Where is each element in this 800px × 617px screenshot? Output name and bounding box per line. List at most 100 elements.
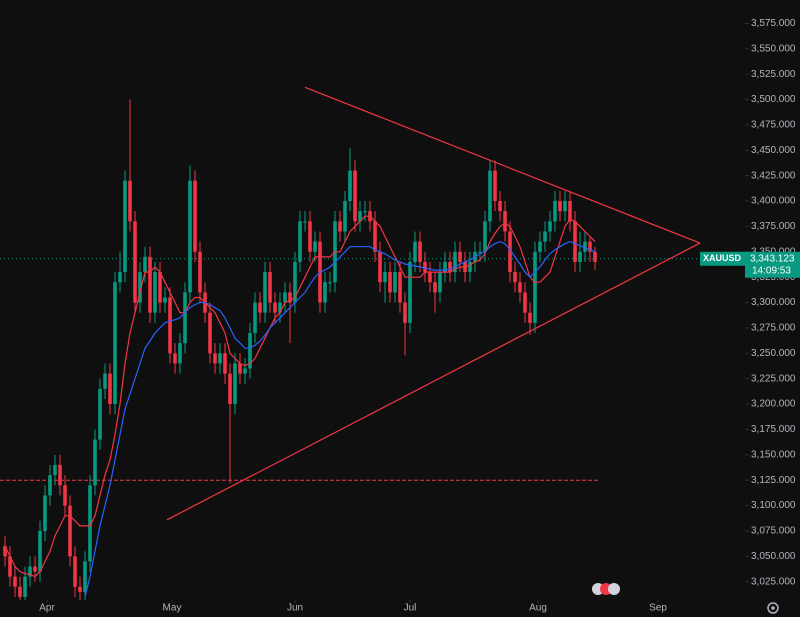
y-tick-label: 3,300.000 <box>751 297 796 308</box>
candle-body <box>103 373 107 389</box>
trendline <box>304 86 701 244</box>
x-tick-label: May <box>163 603 182 614</box>
symbol-tag <box>700 251 745 266</box>
y-tick-label: 3,175.000 <box>751 424 796 435</box>
y-tick-label: 3,525.000 <box>751 69 796 80</box>
candle-body <box>533 251 537 323</box>
candle-body <box>223 353 227 374</box>
candle-body <box>308 221 312 252</box>
symbol-label: XAUUSD <box>703 253 742 263</box>
candle-body <box>198 251 202 293</box>
event-icons[interactable] <box>592 583 620 595</box>
candle-body <box>163 297 167 303</box>
candle-body <box>578 251 582 262</box>
candle-body <box>298 221 302 262</box>
candle-body <box>133 221 137 303</box>
candle-body <box>543 231 547 242</box>
candle-body <box>303 221 307 223</box>
candle-body <box>468 261 472 273</box>
candle-body <box>508 231 512 273</box>
candle-body <box>53 464 57 476</box>
candle-body <box>228 373 232 405</box>
candle-body <box>38 530 42 572</box>
candle-body <box>238 363 242 374</box>
candle-body <box>428 272 432 283</box>
y-tick-label: 3,400.000 <box>751 196 796 207</box>
candle-body <box>328 282 332 284</box>
candle-body <box>243 368 247 374</box>
candle-body <box>183 292 187 344</box>
candle-body <box>58 464 62 486</box>
settings-icon[interactable] <box>767 602 779 614</box>
candle-body <box>398 272 402 303</box>
candle-body <box>168 297 172 354</box>
candle-body <box>563 201 567 212</box>
candle-body <box>523 292 527 313</box>
price-tag <box>745 251 800 278</box>
candle-body <box>108 373 112 405</box>
y-tick-label: 3,225.000 <box>751 373 796 384</box>
candle-body <box>588 241 592 252</box>
candle-body <box>118 272 122 283</box>
y-tick-label: 3,475.000 <box>751 120 796 131</box>
candle-body <box>583 241 587 252</box>
candle-body <box>408 261 412 323</box>
candle-body <box>68 505 72 557</box>
candle-body <box>153 272 157 313</box>
candle-body <box>478 251 482 253</box>
candle-body <box>528 312 532 323</box>
candle-body <box>593 251 597 262</box>
candle-body <box>33 566 37 572</box>
candle-body <box>63 485 67 506</box>
candle-body <box>323 282 327 303</box>
y-tick-label: 3,200.000 <box>751 399 796 410</box>
candle-body <box>28 566 32 577</box>
countdown: 14:09:53 <box>752 265 791 276</box>
candle-body <box>493 170 497 202</box>
candle-body <box>458 251 462 262</box>
y-tick-label: 3,100.000 <box>751 500 796 511</box>
y-tick-label: 3,550.000 <box>751 43 796 54</box>
candle-body <box>48 475 52 496</box>
candle-body <box>448 261 452 273</box>
candle-body <box>178 343 182 364</box>
candle-body <box>43 495 47 531</box>
candle-body <box>3 546 7 557</box>
candle-body <box>378 251 382 283</box>
candle-body <box>13 576 17 587</box>
y-tick-label: 3,250.000 <box>751 348 796 359</box>
x-tick-label: Jun <box>287 603 303 614</box>
candle-body <box>338 221 342 232</box>
x-tick-label: Jul <box>404 603 417 614</box>
candle-body <box>128 180 132 222</box>
y-tick-label: 3,025.000 <box>751 576 796 587</box>
candle-body <box>233 363 237 405</box>
candle-body <box>548 221 552 232</box>
candle-body <box>568 201 572 222</box>
candle-body <box>288 292 292 303</box>
y-tick-label: 3,575.000 <box>751 18 796 29</box>
candle-body <box>258 302 262 313</box>
candle-body <box>518 282 522 293</box>
candle-body <box>123 180 127 273</box>
candle-body <box>8 556 12 577</box>
candle-body <box>538 241 542 252</box>
moving-average <box>84 240 596 598</box>
candle-body <box>488 170 492 222</box>
candle-body <box>138 272 142 303</box>
candle-body <box>83 561 87 592</box>
candle-body <box>283 292 287 303</box>
candle-body <box>498 201 502 212</box>
candle-body <box>513 272 517 283</box>
candle-body <box>383 272 387 283</box>
x-tick-label: Sep <box>649 603 667 614</box>
candle-body <box>443 261 447 273</box>
candle-body <box>248 332 252 369</box>
y-tick-label: 3,425.000 <box>751 170 796 181</box>
y-tick-label: 3,050.000 <box>751 551 796 562</box>
candle-body <box>23 576 27 597</box>
candle-body <box>98 388 102 440</box>
candle-body <box>413 241 417 262</box>
x-tick-label: Apr <box>39 603 55 614</box>
